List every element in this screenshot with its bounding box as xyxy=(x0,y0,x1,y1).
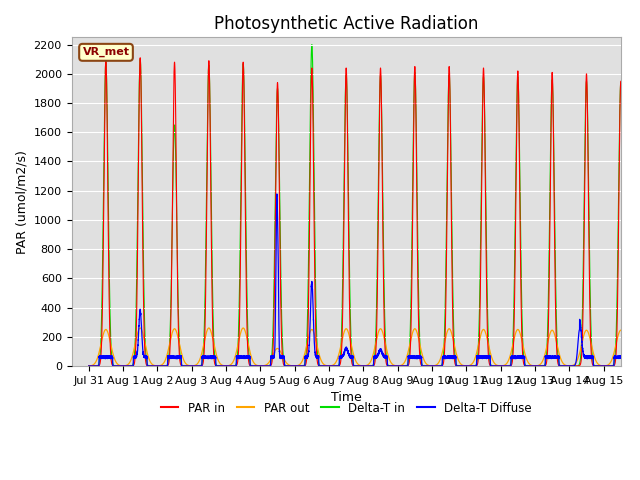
Legend: PAR in, PAR out, Delta-T in, Delta-T Diffuse: PAR in, PAR out, Delta-T in, Delta-T Dif… xyxy=(156,397,536,419)
Text: VR_met: VR_met xyxy=(83,47,129,58)
Title: Photosynthetic Active Radiation: Photosynthetic Active Radiation xyxy=(214,15,478,33)
Y-axis label: PAR (umol/m2/s): PAR (umol/m2/s) xyxy=(15,150,28,253)
X-axis label: Time: Time xyxy=(331,391,362,404)
